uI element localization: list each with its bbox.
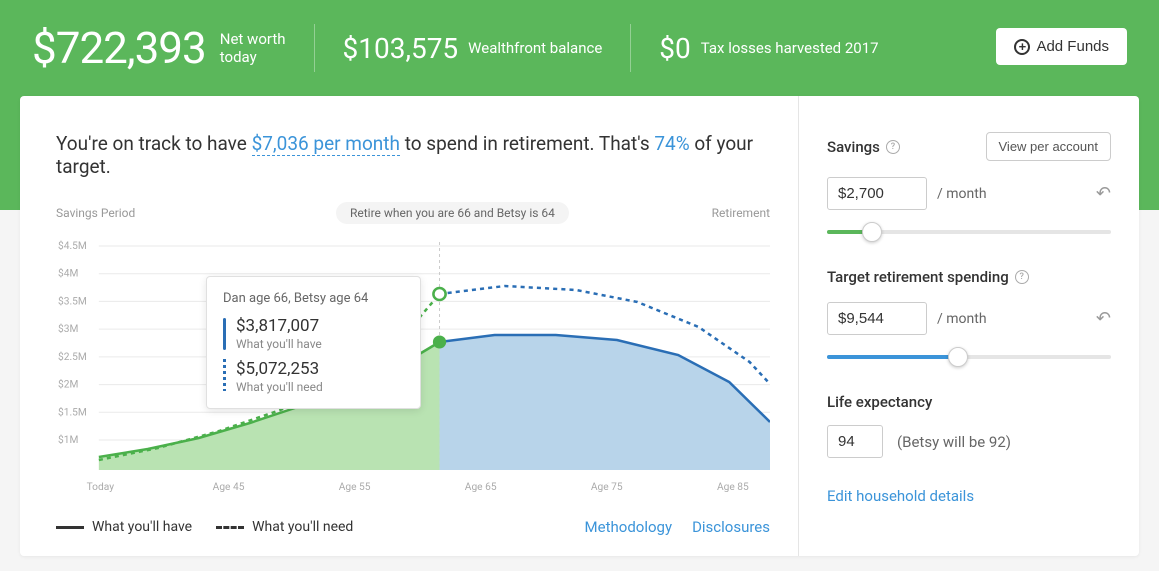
svg-text:Age 75: Age 75 xyxy=(591,482,623,493)
tooltip-have-row: $3,817,007 What you'll have xyxy=(223,316,404,351)
tax-losses-value: $0 xyxy=(659,32,690,65)
dashed-line-icon xyxy=(216,526,244,529)
chart-area: Savings Period Retirement Retire when yo… xyxy=(56,206,770,510)
add-funds-button[interactable]: + Add Funds xyxy=(996,28,1127,65)
svg-text:$2M: $2M xyxy=(58,378,78,391)
undo-icon[interactable]: ↶ xyxy=(1096,183,1111,204)
undo-icon[interactable]: ↶ xyxy=(1096,308,1111,329)
svg-text:$1M: $1M xyxy=(58,433,78,446)
target-label: Target retirement spending ? xyxy=(827,268,1029,286)
tooltip-need-value: $5,072,253 xyxy=(236,359,323,379)
chart-legend: What you'll have What you'll need xyxy=(56,519,353,535)
target-input[interactable] xyxy=(827,302,927,335)
target-slider[interactable] xyxy=(827,349,1111,365)
svg-text:$3M: $3M xyxy=(58,322,78,335)
header-bar: $722,393 Net worth today $103,575 Wealth… xyxy=(0,0,1159,96)
disclosures-link[interactable]: Disclosures xyxy=(692,518,770,536)
view-per-account-button[interactable]: View per account xyxy=(986,132,1112,161)
add-funds-label: Add Funds xyxy=(1036,38,1109,55)
tooltip-have-value: $3,817,007 xyxy=(236,316,322,336)
help-icon[interactable]: ? xyxy=(886,140,900,154)
solid-line-icon xyxy=(56,526,84,529)
svg-text:$4M: $4M xyxy=(58,267,78,280)
tooltip-title: Dan age 66, Betsy age 64 xyxy=(223,291,404,306)
slider-thumb[interactable] xyxy=(862,222,882,242)
tooltip-need-row: $5,072,253 What you'll need xyxy=(223,359,404,394)
chart-links: Methodology Disclosures xyxy=(585,518,770,536)
target-section: Target retirement spending ? / month ↶ xyxy=(827,268,1111,365)
svg-text:$1.5M: $1.5M xyxy=(58,405,87,418)
divider xyxy=(630,24,631,72)
edit-household-link[interactable]: Edit household details xyxy=(827,487,974,505)
tax-losses-label: Tax losses harvested 2017 xyxy=(701,39,879,57)
dashed-bar-icon xyxy=(223,359,226,391)
legend-need: What you'll need xyxy=(216,519,353,535)
retire-age-chip[interactable]: Retire when you are 66 and Betsy is 64 xyxy=(336,202,569,224)
help-icon[interactable]: ? xyxy=(1015,270,1029,284)
life-expectancy-input[interactable] xyxy=(827,425,883,458)
right-panel: Savings ? View per account / month ↶ Tar… xyxy=(799,96,1139,556)
savings-slider[interactable] xyxy=(827,224,1111,240)
content-card: You're on track to have $7,036 per month… xyxy=(20,96,1139,556)
svg-text:Age 55: Age 55 xyxy=(339,482,371,493)
headline-amount[interactable]: $7,036 per month xyxy=(252,132,400,156)
life-expectancy-label: Life expectancy xyxy=(827,393,1111,411)
left-panel: You're on track to have $7,036 per month… xyxy=(20,96,799,556)
legend-have: What you'll have xyxy=(56,519,192,535)
net-worth-value: $722,393 xyxy=(32,22,206,74)
net-worth-metric: $722,393 Net worth today xyxy=(32,22,314,74)
net-worth-label: Net worth today xyxy=(220,30,286,66)
savings-label: Savings ? xyxy=(827,138,900,156)
savings-period-label: Savings Period xyxy=(56,206,135,220)
svg-text:Age 65: Age 65 xyxy=(465,482,497,493)
tooltip-need-label: What you'll need xyxy=(236,380,323,394)
balance-metric: $103,575 Wealthfront balance xyxy=(343,32,631,65)
per-month-label: / month xyxy=(937,311,987,327)
life-expectancy-note: (Betsy will be 92) xyxy=(897,433,1011,451)
svg-text:$4.5M: $4.5M xyxy=(58,239,87,252)
headline-percent: 74% xyxy=(654,132,689,155)
savings-input[interactable] xyxy=(827,177,927,210)
tooltip-have-label: What you'll have xyxy=(236,337,322,351)
retirement-label: Retirement xyxy=(712,206,770,220)
headline-text: You're on track to have $7,036 per month… xyxy=(56,132,770,178)
divider xyxy=(314,24,315,72)
chart-tooltip: Dan age 66, Betsy age 64 $3,817,007 What… xyxy=(206,276,421,409)
svg-text:Age 45: Age 45 xyxy=(213,482,245,493)
life-expectancy-section: Life expectancy (Betsy will be 92) xyxy=(827,393,1111,458)
methodology-link[interactable]: Methodology xyxy=(585,518,673,536)
balance-value: $103,575 xyxy=(343,32,459,65)
per-month-label: / month xyxy=(937,186,987,202)
svg-text:Today: Today xyxy=(87,482,115,493)
svg-text:$3.5M: $3.5M xyxy=(58,295,87,308)
svg-text:$2.5M: $2.5M xyxy=(58,350,87,363)
plus-circle-icon: + xyxy=(1014,39,1030,55)
balance-label: Wealthfront balance xyxy=(468,39,602,57)
slider-thumb[interactable] xyxy=(948,347,968,367)
solid-bar-icon xyxy=(223,318,226,350)
chart-footer: What you'll have What you'll need Method… xyxy=(56,518,770,536)
tax-losses-metric: $0 Tax losses harvested 2017 xyxy=(659,32,906,65)
savings-section: Savings ? View per account / month ↶ xyxy=(827,132,1111,240)
svg-text:Age 85: Age 85 xyxy=(717,482,749,493)
